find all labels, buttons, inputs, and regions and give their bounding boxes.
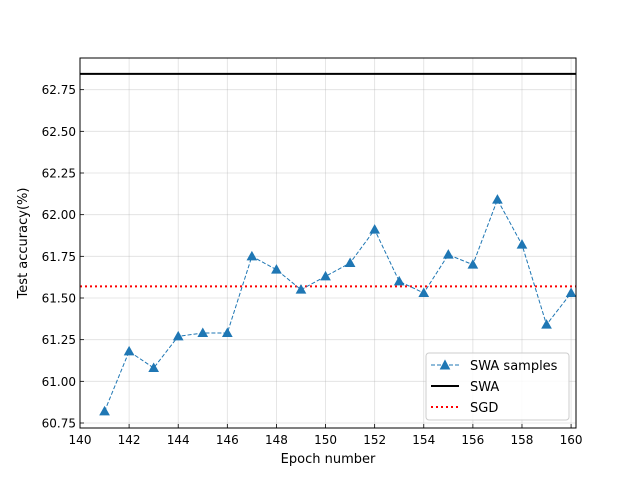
x-tick-label: 156 <box>461 433 484 447</box>
y-tick-label: 62.50 <box>42 125 76 139</box>
y-axis-label: Test accuracy(%) <box>16 188 31 300</box>
series-layer <box>99 194 577 416</box>
swa-sample-point <box>393 275 405 286</box>
swa-sample-point <box>246 250 258 261</box>
plot-frame <box>79 57 577 429</box>
legend-box <box>425 352 570 421</box>
x-tick-label: 146 <box>216 433 239 447</box>
swa-sample-point <box>467 259 479 269</box>
x-tick-label: 140 <box>69 433 92 447</box>
swa-sample-point <box>197 327 209 337</box>
y-tick-label: 61.25 <box>42 333 76 347</box>
swa-sample-point <box>172 330 184 341</box>
y-tick-label: 61.00 <box>42 375 76 389</box>
swa-sample-point <box>295 284 307 294</box>
legend-sgd-label: SGD <box>470 401 498 416</box>
x-tick-label: 160 <box>560 433 583 447</box>
legend: SWA samples SWA SGD <box>425 352 570 421</box>
y-tick-label: 61.50 <box>42 292 76 306</box>
legend-swa-samples-label: SWA samples <box>470 359 558 374</box>
x-axis-label: Epoch number <box>281 452 376 467</box>
y-tick-label: 62.25 <box>42 167 76 181</box>
swa-sample-point <box>418 287 430 297</box>
swa-sample-point <box>148 362 160 372</box>
swa-sample-point <box>123 345 135 356</box>
legend-swa-samples-marker <box>439 359 451 370</box>
swa-sample-point <box>99 405 110 416</box>
x-tick-label: 148 <box>265 433 288 447</box>
swa-sample-point <box>516 239 528 249</box>
x-tick-label: 158 <box>511 433 534 447</box>
x-tick-label: 142 <box>118 433 141 447</box>
swa-sample-point <box>369 224 381 234</box>
swa-sample-point <box>221 327 233 337</box>
swa-sample-point <box>492 194 503 204</box>
swa-sample-point <box>344 257 356 267</box>
x-tick-label: 152 <box>363 433 386 447</box>
y-tick-label: 60.75 <box>42 417 76 431</box>
y-axis: 60.75 61.00 61.25 61.50 61.75 62.00 62.25 62.50… <box>42 83 84 431</box>
swa-samples-line <box>104 198 572 412</box>
x-axis: 140 142 144 146 148 150 152 154 156 158 160 <box>69 424 583 447</box>
legend-swa-label: SWA <box>470 380 499 395</box>
swa-sample-point <box>442 249 454 259</box>
swa-sample-point <box>320 270 331 281</box>
y-tick-label: 61.75 <box>42 250 76 264</box>
swa-sample-point <box>271 264 282 274</box>
y-tick-label: 62.00 <box>42 208 76 222</box>
x-tick-label: 150 <box>314 433 337 447</box>
swa-sample-point <box>541 319 552 329</box>
y-tick-label: 62.75 <box>42 83 76 97</box>
x-tick-label: 144 <box>167 433 190 447</box>
x-tick-label: 154 <box>412 433 435 447</box>
reference-lines <box>80 72 576 288</box>
swa-sample-point <box>565 287 577 297</box>
